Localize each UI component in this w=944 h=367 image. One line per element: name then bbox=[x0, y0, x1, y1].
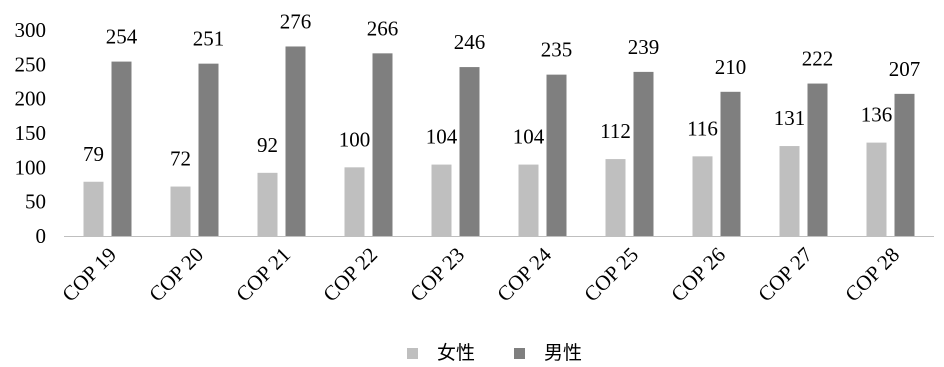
bar-male bbox=[198, 63, 219, 236]
bar-male bbox=[546, 74, 567, 236]
data-label: 222 bbox=[802, 47, 834, 71]
bar-male bbox=[633, 71, 654, 237]
data-label: 207 bbox=[889, 57, 921, 81]
bar-male bbox=[807, 83, 828, 236]
data-label: 239 bbox=[628, 35, 660, 59]
y-tick-label: 150 bbox=[15, 121, 47, 145]
bar-male bbox=[111, 61, 132, 236]
y-tick-label: 250 bbox=[15, 52, 47, 76]
data-label: 92 bbox=[257, 133, 278, 157]
x-tick-label: COP 25 bbox=[579, 243, 643, 307]
data-label: 246 bbox=[454, 30, 486, 54]
y-tick-label: 50 bbox=[25, 190, 46, 214]
y-tick-label: 300 bbox=[15, 18, 47, 42]
data-labels: 79 254 72 251 92 276 100 266 104 246 104 235 112 239 1… bbox=[83, 9, 920, 170]
bar-male bbox=[894, 93, 915, 236]
bar-female bbox=[866, 142, 887, 236]
bar-female bbox=[344, 167, 365, 236]
data-label: 136 bbox=[861, 103, 893, 127]
data-label: 100 bbox=[339, 127, 371, 151]
data-label: 79 bbox=[83, 142, 104, 166]
data-label: 251 bbox=[193, 27, 225, 51]
bars bbox=[83, 46, 915, 237]
x-tick-label: COP 26 bbox=[666, 243, 730, 307]
data-label: 72 bbox=[170, 147, 191, 171]
x-tick-label: COP 21 bbox=[231, 243, 295, 307]
data-label: 235 bbox=[541, 38, 573, 62]
bar-female bbox=[692, 156, 713, 236]
data-label: 112 bbox=[600, 119, 631, 143]
x-tick-label: COP 22 bbox=[318, 243, 382, 307]
x-tick-label: COP 28 bbox=[840, 243, 904, 307]
bar-female bbox=[779, 146, 800, 236]
data-label: 104 bbox=[426, 125, 458, 149]
y-tick-label: 0 bbox=[36, 224, 47, 248]
data-label: 266 bbox=[367, 16, 399, 40]
x-tick-label: COP 23 bbox=[405, 243, 469, 307]
bar-female bbox=[518, 164, 539, 236]
data-label: 210 bbox=[715, 55, 747, 79]
data-label: 276 bbox=[280, 9, 312, 33]
legend-label: 女性 bbox=[437, 342, 475, 364]
bar-female bbox=[83, 181, 104, 236]
data-label: 104 bbox=[513, 125, 545, 149]
data-label: 116 bbox=[687, 116, 718, 140]
legend: 女性 男性 bbox=[407, 342, 582, 364]
legend-swatch bbox=[407, 348, 418, 359]
bar-female bbox=[431, 164, 452, 236]
x-tick-label: COP 27 bbox=[753, 243, 817, 307]
x-tick-label: COP 24 bbox=[492, 242, 556, 306]
bar-female bbox=[257, 172, 278, 236]
bar-female bbox=[170, 186, 191, 236]
x-tick-label: COP 20 bbox=[144, 243, 208, 307]
category-labels: COP 19 COP 20 COP 21 COP 22 COP 23 COP 24 COP … bbox=[57, 242, 904, 306]
x-tick-label: COP 19 bbox=[57, 243, 121, 307]
legend-label: 男性 bbox=[544, 342, 582, 364]
y-tick-label: 100 bbox=[15, 155, 47, 179]
bar-male bbox=[720, 91, 741, 236]
bar-female bbox=[605, 159, 626, 236]
data-label: 254 bbox=[106, 25, 138, 49]
bar-male bbox=[285, 46, 306, 237]
y-tick-label: 200 bbox=[15, 87, 47, 111]
legend-swatch bbox=[514, 348, 525, 359]
bar-male bbox=[372, 53, 393, 237]
bar-male bbox=[459, 67, 480, 236]
y-axis-ticks: 0 50 100 150 200 250 300 bbox=[15, 18, 47, 248]
data-label: 131 bbox=[774, 106, 806, 130]
